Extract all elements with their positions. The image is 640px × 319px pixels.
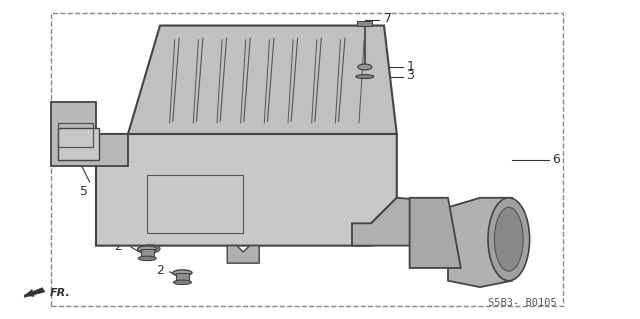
Ellipse shape — [495, 207, 524, 271]
Ellipse shape — [141, 245, 160, 253]
Bar — [58, 128, 99, 160]
Bar — [141, 249, 154, 258]
Ellipse shape — [488, 198, 530, 281]
Text: 3: 3 — [406, 70, 414, 82]
Text: 2: 2 — [115, 240, 122, 253]
Bar — [357, 21, 372, 26]
Text: 7: 7 — [384, 12, 392, 25]
Text: S5B3- B0105: S5B3- B0105 — [488, 298, 557, 308]
Text: 2: 2 — [156, 264, 164, 277]
Polygon shape — [51, 102, 128, 166]
Bar — [147, 175, 243, 233]
Ellipse shape — [138, 246, 157, 252]
Text: 6: 6 — [552, 153, 559, 166]
Text: 5: 5 — [81, 185, 88, 198]
Polygon shape — [128, 26, 397, 134]
Polygon shape — [410, 198, 461, 268]
Polygon shape — [227, 246, 259, 263]
Polygon shape — [352, 198, 435, 246]
Ellipse shape — [173, 270, 192, 276]
Ellipse shape — [173, 280, 191, 285]
Bar — [176, 273, 189, 282]
Ellipse shape — [358, 64, 372, 70]
Bar — [58, 123, 93, 147]
Polygon shape — [96, 134, 397, 246]
Text: 1: 1 — [406, 61, 414, 73]
Ellipse shape — [356, 75, 374, 78]
Ellipse shape — [138, 256, 156, 261]
Text: FR.: FR. — [50, 288, 70, 298]
Polygon shape — [448, 198, 512, 287]
Polygon shape — [24, 288, 45, 297]
Text: 4: 4 — [430, 228, 438, 241]
